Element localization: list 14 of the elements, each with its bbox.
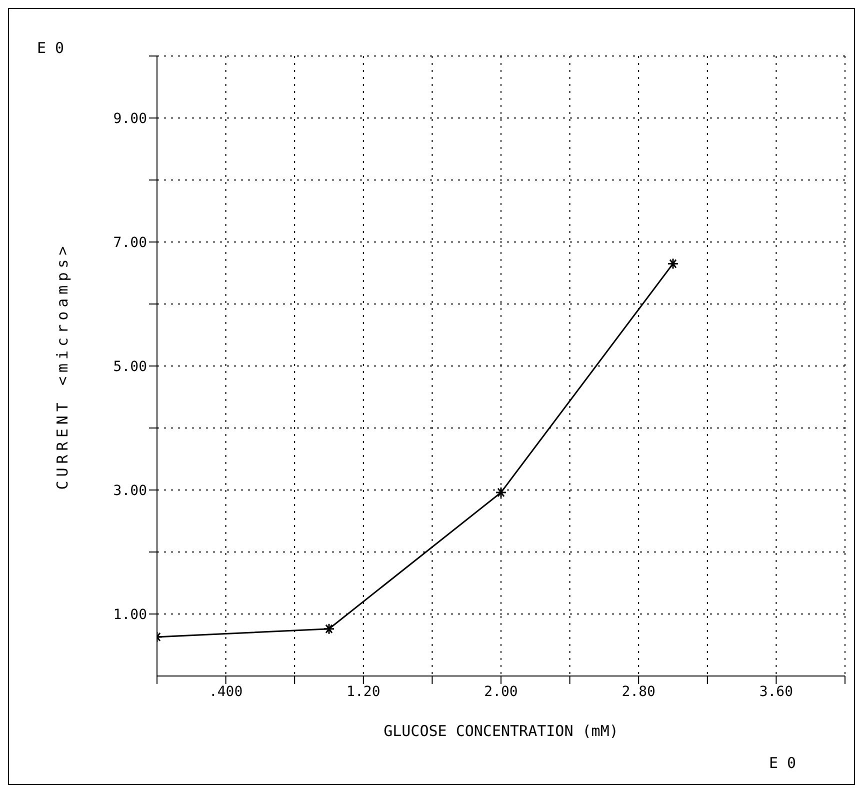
y-axis-title: CURRENT <microamps> [53, 242, 72, 490]
x-tick-label: 2.80 [622, 684, 656, 700]
x-tick-label: 1.20 [346, 684, 380, 700]
x-tick-label: .400 [208, 684, 243, 700]
y-tick-label: 1.00 [113, 606, 147, 623]
y-tick-label: 7.00 [113, 234, 147, 251]
y-tick-label: 3.00 [113, 482, 147, 499]
x-tick-label: 2.00 [484, 684, 518, 700]
text: E 0 [37, 39, 64, 57]
y-tick-label: 9.00 [113, 110, 147, 127]
x-tick-label: 3.60 [759, 684, 794, 700]
text: E 0 [769, 754, 796, 772]
x-axis-title: GLUCOSE CONCENTRATION (mM) [384, 722, 618, 740]
y-tick-label: 5.00 [113, 358, 147, 375]
